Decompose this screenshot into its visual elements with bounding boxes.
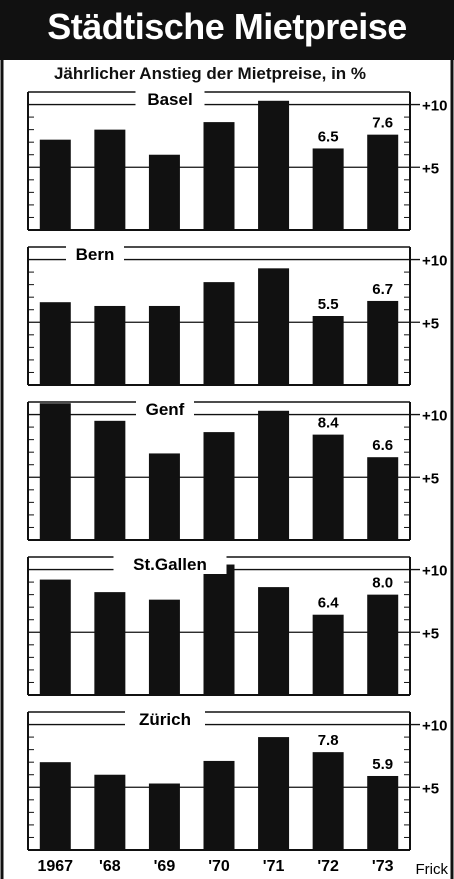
bar xyxy=(39,302,71,385)
panel-0: +5 +10 6.5 7.6 Basel xyxy=(27,87,447,231)
bar xyxy=(39,762,71,850)
bar xyxy=(203,760,235,850)
x-tick-label: '70 xyxy=(208,858,230,875)
bar xyxy=(94,305,126,385)
y-tick-label: +10 xyxy=(422,98,447,115)
bar xyxy=(312,148,344,230)
bar xyxy=(367,134,399,230)
data-label: 8.0 xyxy=(372,575,393,592)
panel-title: St.Gallen xyxy=(133,555,207,574)
bar xyxy=(203,122,235,230)
y-tick-label: +5 xyxy=(422,625,439,642)
data-label: 6.5 xyxy=(318,128,339,145)
bar xyxy=(39,403,71,540)
y-tick-label: +5 xyxy=(422,470,439,487)
bar xyxy=(312,434,344,540)
bar xyxy=(367,775,399,850)
bar xyxy=(203,432,235,540)
bar xyxy=(312,614,344,695)
y-tick-label: +10 xyxy=(422,408,447,425)
panel-title: Zürich xyxy=(139,710,191,729)
panel-title: Basel xyxy=(147,90,192,109)
bar xyxy=(148,154,180,230)
data-label: 6.6 xyxy=(372,437,393,454)
panel-title: Bern xyxy=(76,245,115,264)
bar xyxy=(39,139,71,230)
x-tick-label: '69 xyxy=(154,858,176,875)
bar xyxy=(367,300,399,385)
y-tick-label: +10 xyxy=(422,718,447,735)
y-tick-label: +10 xyxy=(422,253,447,270)
bar xyxy=(94,774,126,850)
bar xyxy=(94,129,126,230)
y-tick-label: +5 xyxy=(422,160,439,177)
bar xyxy=(203,282,235,385)
panel-title: Genf xyxy=(146,400,185,419)
panel-title-bg xyxy=(136,397,194,419)
data-label: 7.8 xyxy=(318,732,339,749)
bar xyxy=(148,599,180,695)
bar xyxy=(148,783,180,850)
bar xyxy=(258,100,290,230)
title-bar: Städtische Mietpreise xyxy=(0,0,454,60)
bar xyxy=(148,453,180,540)
panel-1: +5 +10 5.5 6.7 Bern xyxy=(27,242,447,386)
panel-title-bg xyxy=(113,552,227,574)
bar xyxy=(39,579,71,695)
bar xyxy=(312,316,344,385)
x-tick-label: '71 xyxy=(263,858,285,875)
data-label: 6.4 xyxy=(318,595,340,612)
credit-label: Frick xyxy=(416,861,449,878)
panel-title-bg xyxy=(66,242,124,264)
data-label: 5.9 xyxy=(372,756,393,773)
y-tick-label: +5 xyxy=(422,780,439,797)
data-label: 6.7 xyxy=(372,281,393,298)
panel-title-bg xyxy=(125,707,205,729)
bar xyxy=(258,737,290,850)
y-tick-label: +5 xyxy=(422,315,439,332)
chart-subtitle: Jährlicher Anstieg der Mietpreise, in % xyxy=(53,64,367,83)
x-tick-label: '68 xyxy=(99,858,121,875)
chart-title: Städtische Mietpreise xyxy=(47,6,407,47)
panel-4: +5 +10 7.8 5.9 Zürich xyxy=(27,707,447,851)
x-tick-label: '73 xyxy=(372,858,394,875)
bar xyxy=(203,564,235,695)
bar xyxy=(367,457,399,540)
bar xyxy=(94,592,126,695)
bar xyxy=(94,420,126,540)
bar xyxy=(148,305,180,385)
bar xyxy=(258,268,290,385)
y-tick-label: +10 xyxy=(422,563,447,580)
bar xyxy=(367,594,399,695)
data-label: 7.6 xyxy=(372,115,393,132)
x-tick-label: 1967 xyxy=(37,858,73,875)
bar xyxy=(312,752,344,850)
panel-2: +5 +10 8.4 6.6 Genf xyxy=(27,397,447,541)
bar xyxy=(258,587,290,695)
panel-3: +5 +10 6.4 8.0 St.Gallen xyxy=(27,552,447,696)
bar xyxy=(258,410,290,540)
data-label: 8.4 xyxy=(318,415,340,432)
x-tick-label: '72 xyxy=(317,858,339,875)
panel-title-bg xyxy=(135,87,205,109)
data-label: 5.5 xyxy=(318,296,339,313)
